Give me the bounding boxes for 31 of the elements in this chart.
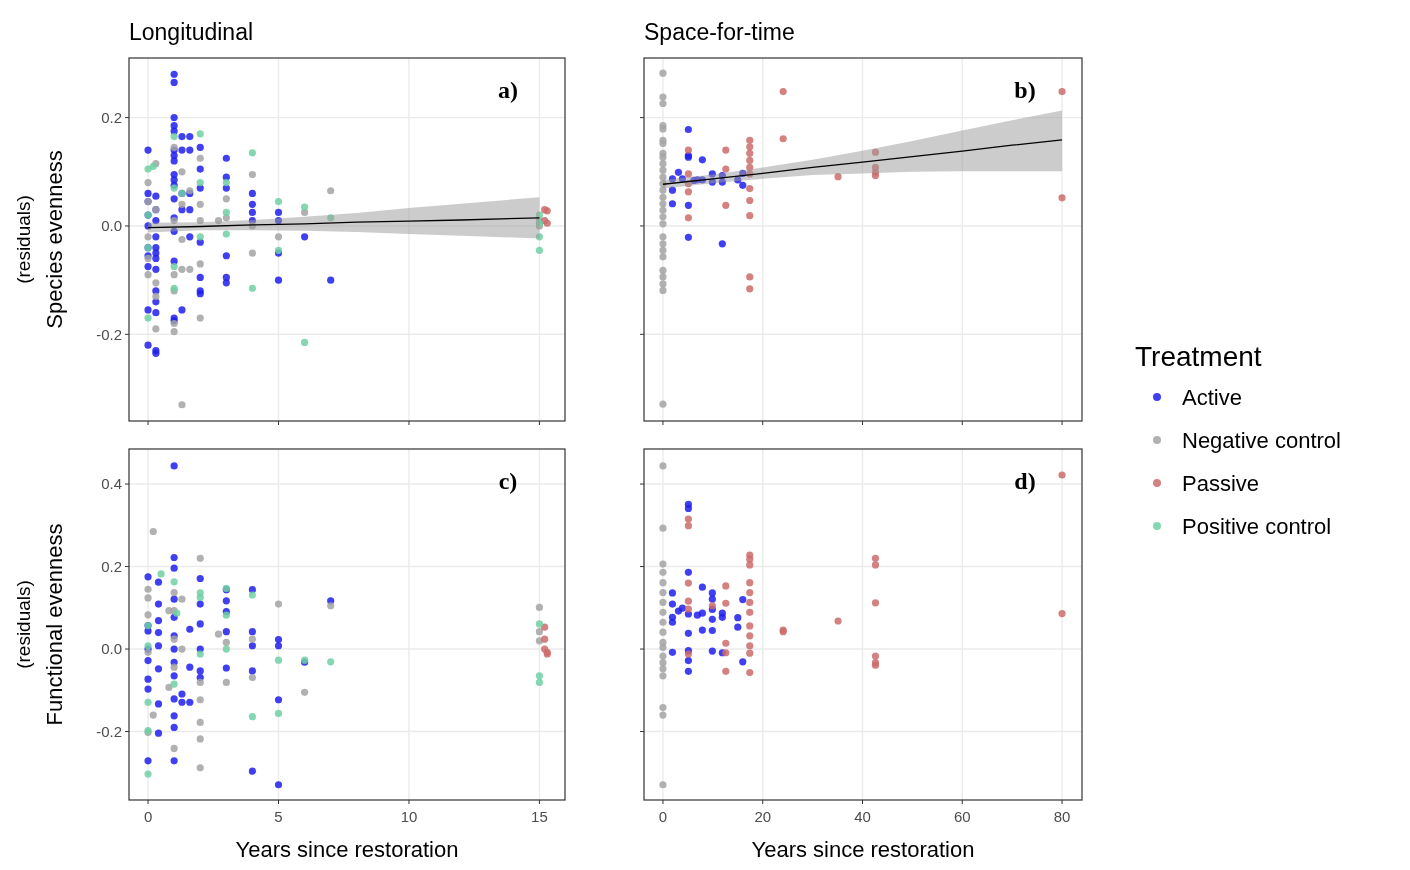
legend-label: Positive control (1182, 513, 1332, 539)
y-axis-title: (residuals) Functional evenness (13, 523, 67, 726)
y-tick-label: 0.0 (101, 640, 122, 658)
x-tick-label: 80 (1053, 808, 1071, 825)
x-axis-title: Years since restoration (751, 837, 975, 862)
annotation: b) (1014, 77, 1036, 103)
annotation: c) (498, 468, 518, 494)
chart-title: Longitudinal (129, 19, 254, 45)
legend-title: Treatment (1135, 341, 1262, 372)
annotation: a) (498, 77, 518, 103)
x-axis-title: Years since restoration (235, 837, 459, 862)
y-tick-label: -0.2 (96, 722, 122, 740)
x-tick-label: 60 (953, 808, 971, 825)
y-tick-label: 0.4 (101, 475, 122, 493)
x-tick-label: 15 (531, 808, 548, 825)
y-axis-title: (residuals) Species evenness (13, 150, 67, 329)
x-tick-label: 0 (143, 808, 153, 825)
legend-label: Passive (1182, 470, 1260, 496)
y-tick-label: 0.2 (101, 108, 122, 126)
x-tick-label: 40 (854, 808, 871, 825)
y-tick-label: -0.2 (96, 325, 122, 343)
legend-label: Negative control (1182, 427, 1341, 453)
x-tick-label: 20 (754, 808, 772, 825)
x-tick-label: 10 (400, 808, 418, 825)
annotation: d) (1014, 468, 1036, 494)
y-tick-label: 0.2 (101, 557, 122, 575)
x-tick-label: 0 (658, 808, 668, 825)
legend-label: Active (1182, 384, 1242, 410)
chart-title: Space-for-time (644, 19, 795, 45)
x-tick-label: 5 (274, 808, 283, 825)
y-tick-label: 0.0 (101, 217, 122, 235)
